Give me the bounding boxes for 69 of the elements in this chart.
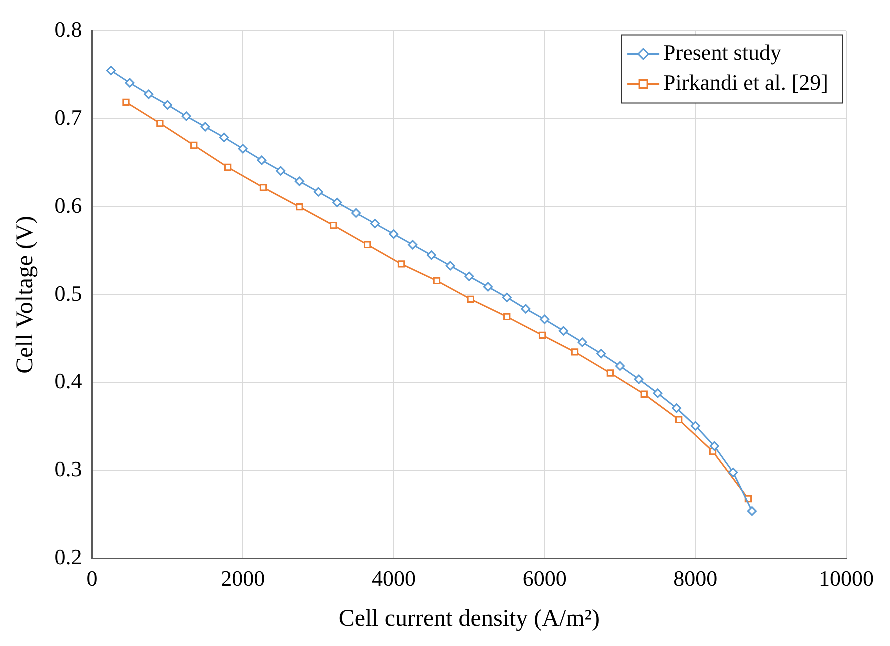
point [389, 230, 399, 240]
point [538, 332, 546, 340]
point [502, 292, 512, 302]
point [653, 388, 663, 398]
point [332, 198, 342, 208]
point [106, 66, 116, 76]
point [540, 314, 550, 324]
point [578, 338, 588, 348]
point [672, 404, 682, 414]
point [467, 296, 474, 303]
legend-label: Present study [664, 40, 782, 65]
point [408, 240, 418, 250]
y-axis-title: Cell Voltage (V) [12, 216, 39, 374]
point [640, 390, 648, 398]
point [238, 144, 248, 154]
x-tick-label: 6000 [522, 566, 567, 591]
point [398, 260, 406, 268]
point [296, 203, 304, 211]
x-tick-label: 4000 [372, 566, 416, 591]
point [190, 142, 198, 150]
point [260, 184, 268, 192]
y-tick-label: 0.4 [54, 368, 82, 394]
point [352, 208, 362, 218]
point [596, 349, 606, 359]
point [144, 90, 154, 100]
point [220, 132, 230, 142]
y-tick-label: 0.6 [54, 192, 82, 218]
x-tick-label: 0 [86, 566, 98, 591]
y-tick-label: 0.5 [54, 280, 82, 306]
point [294, 176, 304, 186]
point [426, 250, 436, 260]
point [125, 78, 135, 88]
y-tick-label: 0.7 [54, 104, 82, 130]
point [747, 506, 757, 516]
point [615, 361, 625, 371]
point [156, 120, 164, 128]
point [484, 282, 494, 292]
point [446, 261, 456, 271]
point [122, 98, 130, 106]
point [504, 313, 511, 321]
point [200, 122, 210, 132]
point [276, 166, 286, 176]
point [257, 156, 267, 166]
point [521, 304, 531, 314]
point [370, 219, 380, 229]
point [364, 241, 372, 248]
y-tick-label: 0.2 [54, 544, 82, 570]
x-tick-label: 10000 [819, 566, 874, 591]
point [182, 112, 192, 122]
point [558, 326, 568, 336]
point [464, 272, 474, 282]
x-axis-title: Cell current density (A/m²) [338, 606, 600, 632]
point [606, 370, 614, 377]
point [571, 348, 579, 356]
legend-label: Pirkandi et al. [29] [664, 70, 829, 95]
x-tick-label: 2000 [221, 566, 266, 591]
point [314, 187, 324, 197]
x-tick-label: 8000 [674, 566, 718, 591]
point [162, 100, 172, 110]
point [675, 416, 683, 424]
y-tick-label: 0.8 [54, 16, 82, 42]
point [710, 441, 720, 451]
point [634, 374, 644, 384]
point [690, 421, 700, 431]
point [728, 468, 738, 478]
y-tick-label: 0.3 [54, 456, 82, 482]
point [224, 164, 232, 172]
point [433, 277, 441, 285]
point [330, 222, 338, 230]
